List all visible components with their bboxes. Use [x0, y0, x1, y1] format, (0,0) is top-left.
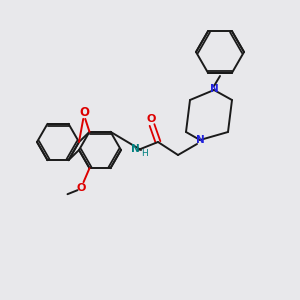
Text: N: N — [210, 84, 218, 94]
Text: O: O — [146, 114, 156, 124]
Text: N: N — [130, 144, 140, 154]
Text: H: H — [141, 149, 147, 158]
Text: O: O — [77, 183, 86, 193]
Text: O: O — [79, 106, 89, 119]
Text: N: N — [196, 135, 204, 145]
